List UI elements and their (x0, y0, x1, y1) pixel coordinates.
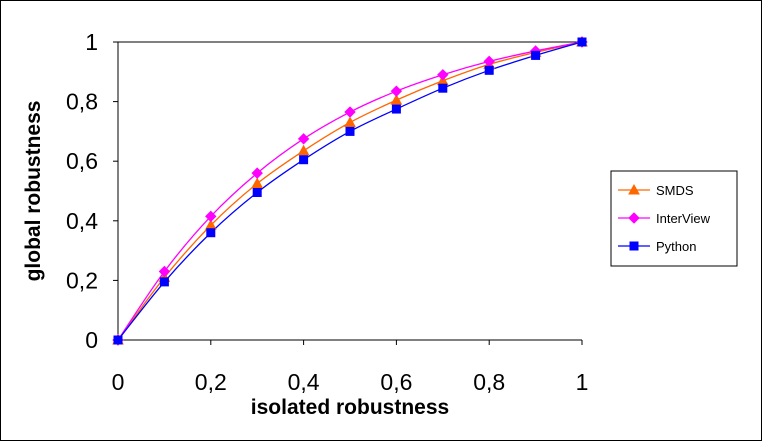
x-tick-label: 0,4 (288, 369, 320, 395)
legend: SMDS InterView Python (610, 170, 738, 267)
x-tick-label: 1 (576, 369, 589, 395)
x-tick-label: 0,2 (195, 369, 227, 395)
legend-item-smds: SMDS (618, 183, 694, 198)
data-point-python (206, 228, 216, 238)
data-point-smds (390, 94, 403, 105)
y-tick-label: 0,4 (66, 208, 98, 234)
legend-marker-python (629, 241, 639, 251)
legend-label-python: Python (656, 239, 696, 254)
y-tick-label: 1 (85, 29, 98, 55)
y-tick-label: 0,2 (66, 267, 98, 293)
data-point-interview (297, 133, 310, 145)
data-point-python (391, 104, 401, 114)
data-point-python (299, 155, 309, 165)
data-point-python (252, 187, 262, 197)
data-point-python (113, 335, 123, 345)
x-axis-title: isolated robustness (251, 396, 449, 419)
y-tick-label: 0,8 (66, 89, 98, 115)
y-tick-label: 0,6 (66, 148, 98, 174)
data-point-smds (251, 177, 264, 189)
legend-item-python: Python (618, 239, 696, 254)
data-point-interview (205, 210, 217, 223)
data-point-python (159, 277, 169, 287)
series-markers (112, 35, 588, 346)
series-line-smds (117, 41, 583, 341)
x-tick-label: 0,8 (473, 369, 505, 395)
data-point-python (438, 83, 448, 93)
data-point-interview (437, 69, 449, 81)
legend-marker-smds (628, 183, 640, 195)
data-point-python (345, 126, 355, 136)
series-line-python (117, 41, 583, 341)
legend-label-interview: InterView (656, 211, 711, 226)
data-point-python (577, 37, 587, 47)
data-point-interview (390, 85, 403, 97)
x-tick-label: 0 (112, 369, 125, 395)
x-tick-label: 0,6 (380, 369, 412, 395)
legend-item-interview: InterView (618, 211, 711, 226)
data-point-interview (158, 265, 171, 278)
series-line-interview (117, 41, 583, 341)
y-axis-title: global robustness (22, 101, 45, 282)
data-point-interview (251, 167, 263, 179)
data-point-interview (344, 106, 356, 118)
data-point-python (484, 65, 494, 75)
data-point-smds (344, 116, 356, 127)
y-tick-label: 0 (85, 327, 98, 353)
ticks: 0 0,2 0,4 0,6 0,8 1 0 0,2 0,4 0,6 0,8 1 (66, 29, 588, 395)
data-point-python (531, 50, 541, 60)
legend-marker-interview (628, 212, 640, 224)
axes (117, 41, 582, 341)
legend-label-smds: SMDS (656, 183, 694, 198)
data-point-smds (297, 144, 310, 156)
series-lines (117, 41, 583, 341)
